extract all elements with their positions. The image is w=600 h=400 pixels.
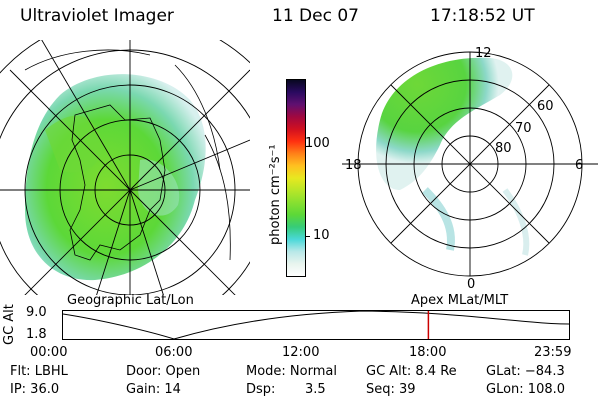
colorbar — [286, 79, 306, 277]
dsp-value: 3.5 — [305, 382, 326, 397]
mlat-label-70: 70 — [515, 121, 532, 136]
mode-value: Mode: Normal — [246, 364, 337, 379]
door-value: Door: Open — [126, 364, 201, 379]
instrument-title: Ultraviolet Imager — [20, 6, 174, 26]
magnetic-polar-plot: 12 18 6 0 60 70 80 — [342, 46, 598, 292]
seq-value: Seq: 39 — [366, 382, 416, 397]
altitude-axis-label: GC Alt — [2, 304, 17, 345]
magnetic-panel-label: Apex MLat/MLT — [411, 293, 509, 308]
mlat-label-60: 60 — [537, 99, 554, 114]
time-label: 17:18:52 UT — [430, 6, 535, 26]
geographic-panel-label: Geographic Lat/Lon — [67, 293, 194, 308]
lat-lon-grid — [0, 40, 250, 295]
colorbar-tick: 100 — [305, 136, 330, 151]
time-tick: 06:00 — [155, 345, 193, 360]
altitude-curve — [62, 310, 570, 340]
ip-value: IP: 36.0 — [10, 382, 60, 397]
mlt-label-18: 18 — [345, 158, 362, 173]
altitude-tick-top: 9.0 — [26, 305, 47, 320]
mlat-label-80: 80 — [495, 141, 512, 156]
dsp-label: Dsp: — [246, 382, 276, 397]
glon-value: GLon: 108.0 — [486, 382, 566, 397]
glat-value: GLat: −84.3 — [486, 364, 565, 379]
continent-outline — [69, 104, 166, 261]
filter-value: Flt: LBHL — [10, 364, 68, 379]
altitude-plot — [62, 310, 570, 340]
date-label: 11 Dec 07 — [272, 6, 359, 26]
time-tick: 18:00 — [409, 345, 447, 360]
mlat-mlt-grid — [342, 51, 598, 277]
altitude-tick-bottom: 1.8 — [26, 327, 47, 342]
mlt-label-12: 12 — [475, 46, 492, 61]
colorbar-unit-label: photon cm⁻²s⁻¹ — [268, 144, 283, 245]
mlt-label-0: 0 — [467, 277, 475, 292]
altitude-plot-frame — [62, 310, 570, 340]
aurora-oval — [376, 57, 513, 190]
time-tick: 00:00 — [30, 345, 68, 360]
mlt-label-6: 6 — [575, 158, 583, 173]
gain-value: Gain: 14 — [126, 382, 181, 397]
time-tick: 12:00 — [282, 345, 320, 360]
time-tick: 23:59 — [534, 345, 572, 360]
geographic-image — [0, 40, 250, 295]
colorbar-tick: 10 — [313, 228, 330, 243]
gc-alt-value: GC Alt: 8.4 Re — [366, 364, 457, 379]
